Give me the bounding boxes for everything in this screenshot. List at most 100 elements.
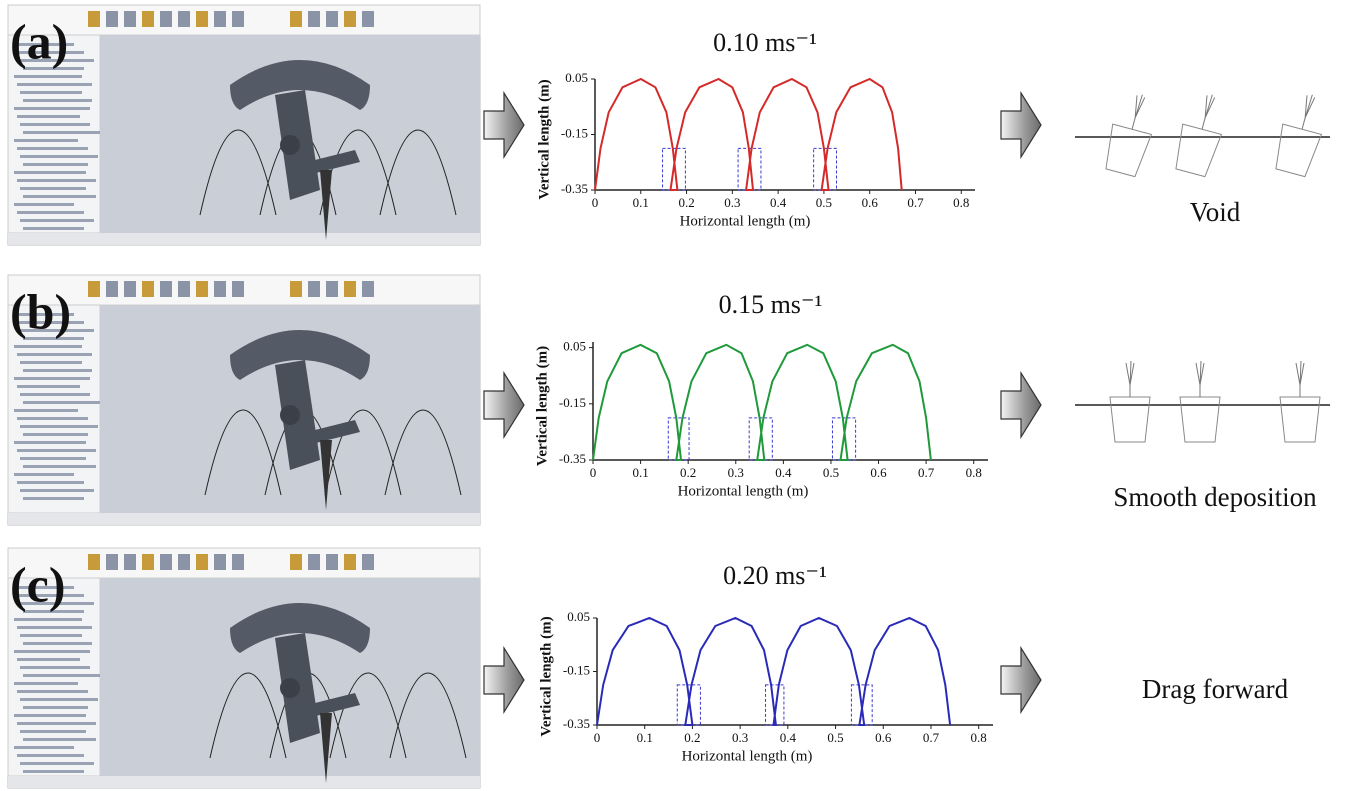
- toolbar-icon: [326, 281, 338, 297]
- toolbar-icon: [142, 11, 154, 27]
- toolbar-icon: [344, 554, 356, 570]
- tree-item: [23, 163, 88, 166]
- tree-item: [20, 666, 90, 669]
- chart-title: 0.20 ms⁻¹: [723, 561, 827, 590]
- mechanism-wheel: [230, 603, 370, 653]
- x-tick-label: 0.4: [780, 730, 797, 745]
- tree-item: [23, 433, 88, 436]
- tree-item: [14, 345, 82, 348]
- tree-item: [17, 481, 84, 484]
- tree-item: [17, 449, 96, 452]
- trajectory-sketch: [384, 409, 462, 496]
- tree-item: [14, 139, 78, 142]
- tree-item: [23, 642, 92, 645]
- block-arrow: [1000, 645, 1042, 715]
- tree-item: [17, 51, 84, 54]
- tree-item: [17, 321, 84, 324]
- toolbar-icon: [88, 11, 100, 27]
- toolbar-icon: [362, 281, 374, 297]
- tree-item: [14, 107, 90, 110]
- block-arrow: [1000, 90, 1042, 160]
- mechanism-link: [295, 150, 360, 177]
- block-arrow: [1000, 370, 1042, 440]
- toolbar-icon: [308, 11, 320, 27]
- trajectory-line: [594, 77, 903, 191]
- screenshot-status: [8, 776, 480, 788]
- tree-item: [23, 610, 84, 613]
- x-tick-label: 0.3: [724, 195, 740, 210]
- toolbar-icon: [106, 281, 118, 297]
- tree-item: [17, 690, 88, 693]
- tree-item: [23, 401, 100, 404]
- y-tick-label: -0.35: [559, 451, 586, 466]
- tree-item: [20, 123, 90, 126]
- chart-title: 0.10 ms⁻¹: [713, 28, 817, 57]
- tree-item: [23, 674, 100, 677]
- tree-item: [17, 115, 80, 118]
- x-tick-label: 0.1: [637, 730, 653, 745]
- x-tick-label: 0.5: [816, 195, 832, 210]
- seedling-pot: [1179, 360, 1221, 443]
- toolbar-icon: [124, 281, 136, 297]
- toolbar-icon: [124, 554, 136, 570]
- trajectory-line: [596, 616, 952, 726]
- x-tick-label: 0.1: [633, 195, 649, 210]
- seedling: [1131, 94, 1146, 130]
- mechanism-link: [295, 420, 360, 447]
- seedling-pot: [1279, 360, 1321, 443]
- tree-item: [23, 770, 84, 773]
- y-tick-label: -0.35: [563, 716, 590, 731]
- pot: [1179, 396, 1221, 443]
- tree-item: [17, 211, 84, 214]
- tree-item: [20, 425, 98, 428]
- tree-item: [17, 147, 88, 150]
- tree-item: [17, 658, 80, 661]
- x-tick-label: 0.8: [966, 465, 982, 480]
- x-tick-label: 0.4: [775, 465, 792, 480]
- highlight-box: [667, 417, 690, 461]
- seedling: [1125, 360, 1135, 397]
- trajectory-line: [592, 343, 932, 461]
- toolbar-icon: [160, 11, 172, 27]
- tree-item: [20, 634, 82, 637]
- screenshot-status: [8, 233, 480, 245]
- block-arrow: [483, 90, 525, 160]
- trajectory-sketch: [204, 409, 282, 496]
- trajectory-sketch: [209, 672, 287, 759]
- x-tick-label: 0: [592, 195, 599, 210]
- mechanism-wheel: [230, 60, 370, 110]
- tree-item: [23, 67, 84, 70]
- toolbar-icon: [326, 11, 338, 27]
- tree-item: [20, 361, 82, 364]
- x-tick-label: 0.2: [680, 465, 696, 480]
- tree-item: [23, 99, 92, 102]
- toolbar-icon: [196, 554, 208, 570]
- toolbar-icon: [214, 11, 226, 27]
- tree-item: [14, 313, 74, 316]
- tree-item: [17, 626, 92, 629]
- tree-item: [20, 155, 98, 158]
- tree-item: [17, 722, 96, 725]
- trajectory-sketch: [329, 672, 407, 759]
- toolbar-icon: [290, 11, 302, 27]
- tree-item: [20, 329, 94, 332]
- toolbar-icon: [196, 281, 208, 297]
- mechanism-duckbill: [320, 713, 332, 783]
- toolbar-icon: [142, 554, 154, 570]
- seedling-pot: [1175, 94, 1223, 178]
- mechanism-joint: [280, 405, 300, 425]
- x-tick-label: 0.6: [870, 465, 887, 480]
- tree-item: [23, 706, 88, 709]
- block-arrow: [483, 370, 525, 440]
- tree-item: [23, 738, 96, 741]
- tree-item: [20, 59, 94, 62]
- y-axis-label: Vertical length (m): [538, 616, 554, 736]
- seedling: [1301, 94, 1316, 130]
- x-tick-label: 0.7: [907, 195, 924, 210]
- toolbar-icon: [106, 11, 118, 27]
- x-tick-label: 0.2: [684, 730, 700, 745]
- tree-item: [14, 682, 78, 685]
- tree-item: [14, 203, 74, 206]
- toolbar-icon: [124, 11, 136, 27]
- y-tick-label: -0.15: [563, 662, 590, 677]
